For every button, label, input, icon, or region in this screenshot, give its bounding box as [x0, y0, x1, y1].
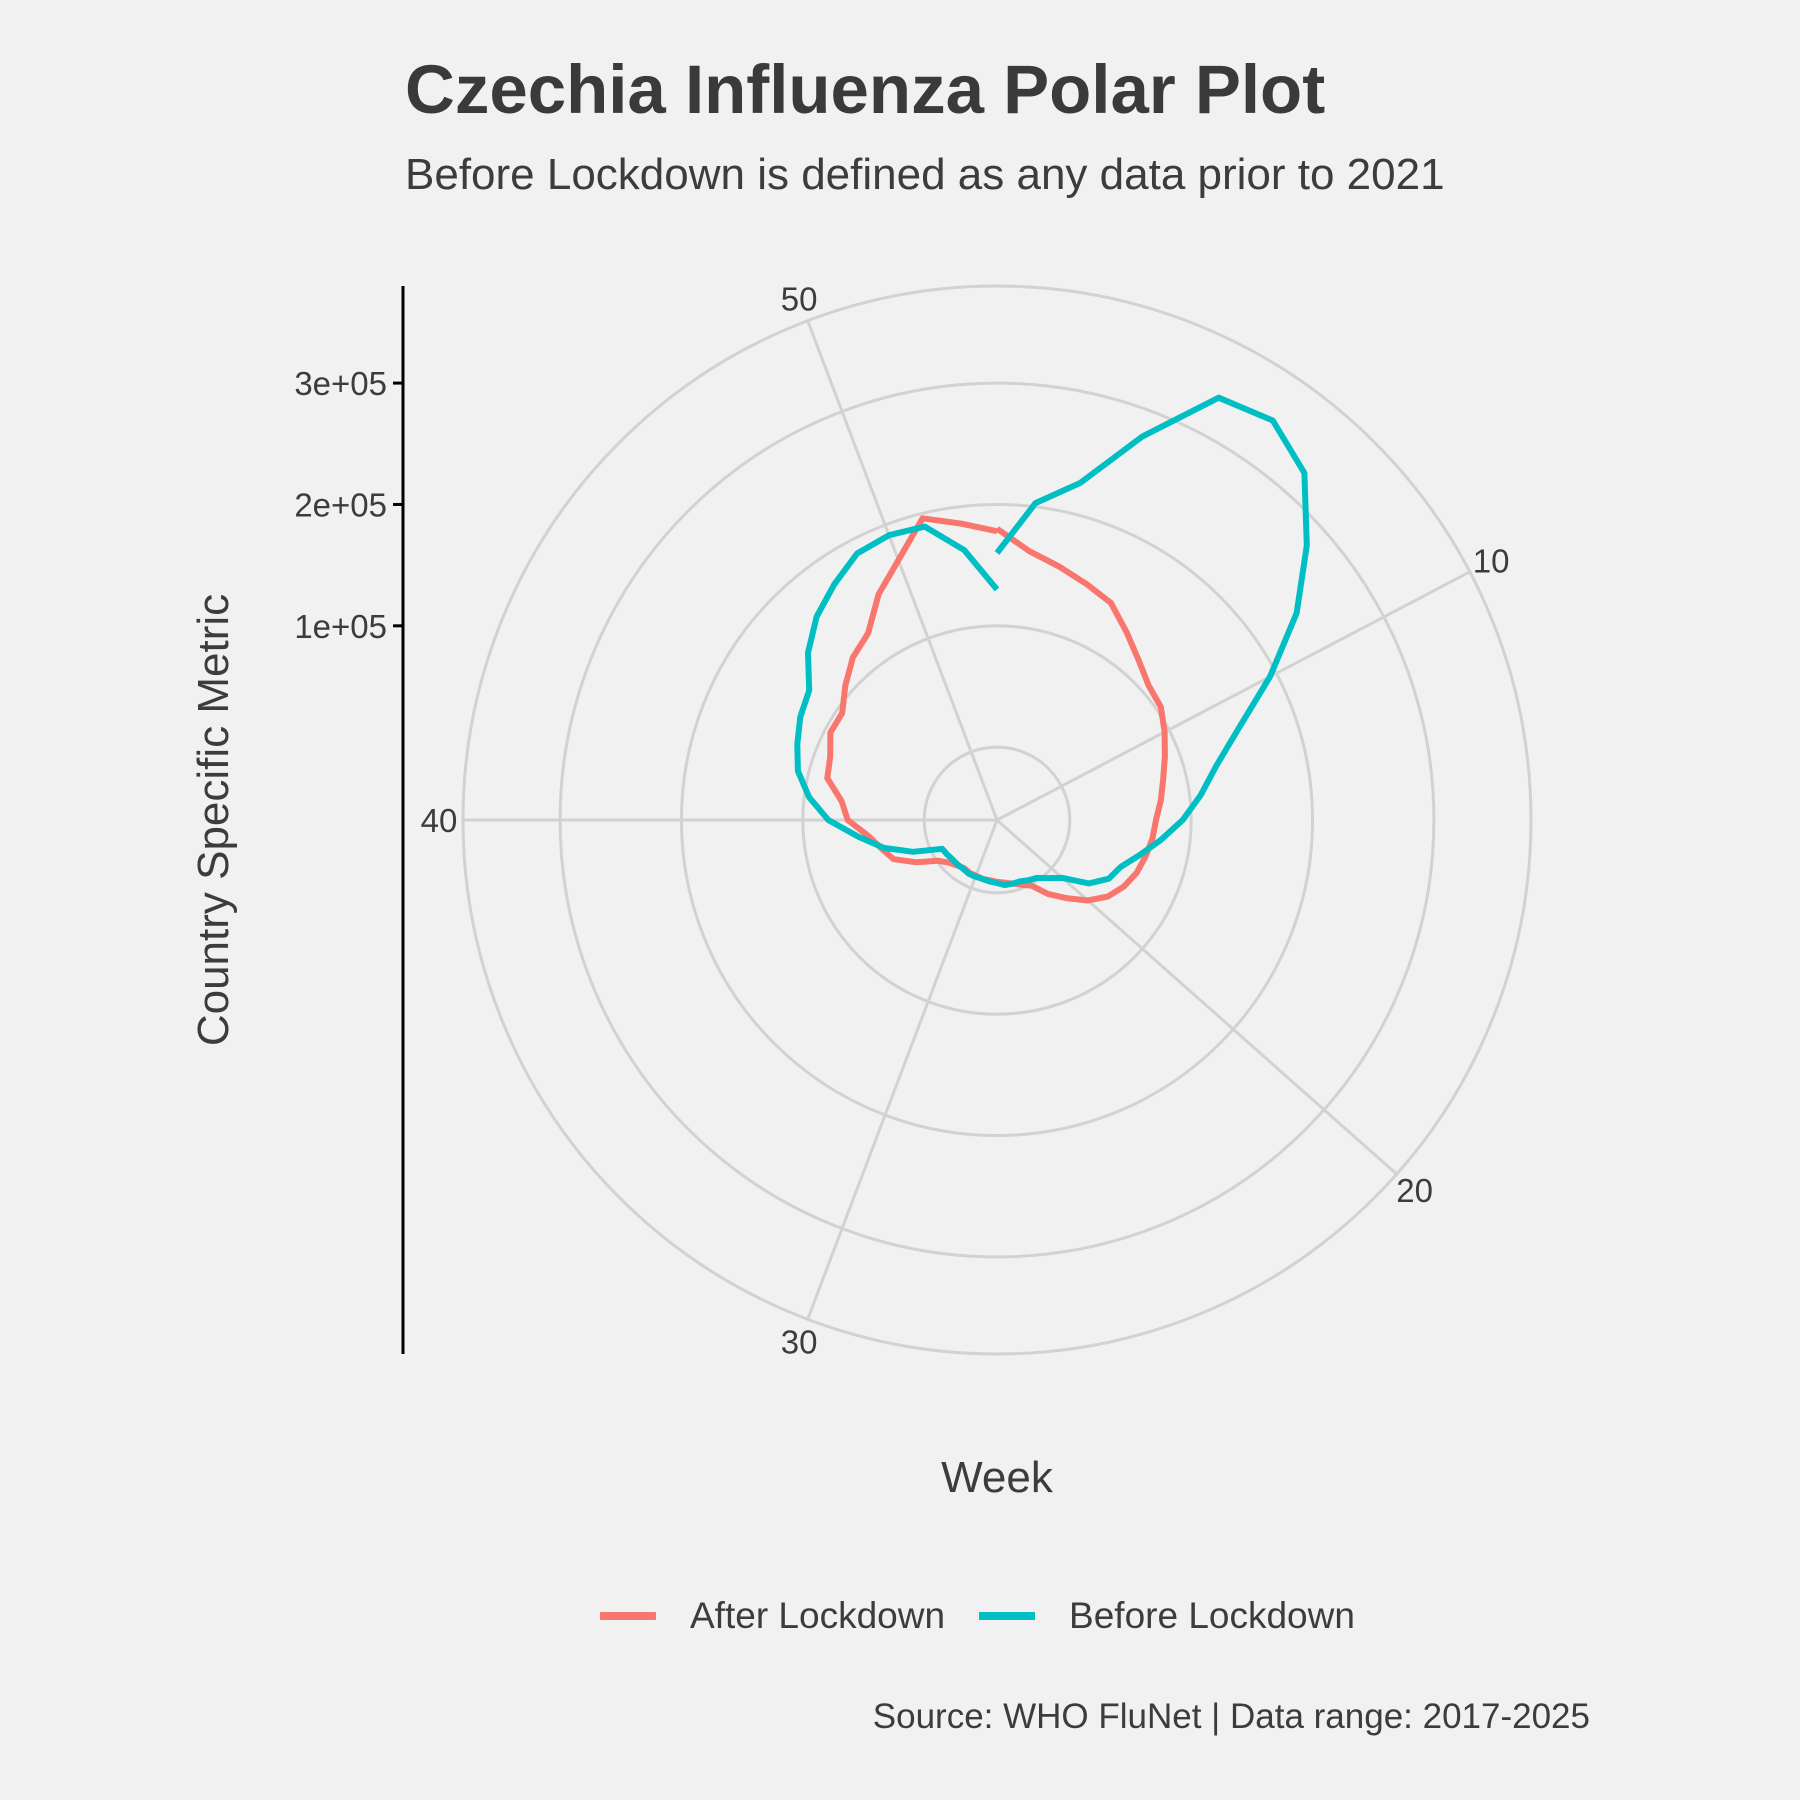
x-tick-label: 50	[781, 280, 818, 317]
chart-caption: Source: WHO FluNet | Data range: 2017-20…	[872, 1697, 1590, 1736]
legend-label-before: Before Lockdown	[1069, 1595, 1355, 1636]
y-tick-label: 2e+05	[294, 486, 387, 523]
grid-spokes	[463, 320, 1471, 1320]
x-tick-label: 20	[1396, 1172, 1433, 1209]
legend-swatch-before	[979, 1612, 1036, 1620]
x-tick-label: 40	[421, 802, 458, 839]
x-tick-label: 10	[1473, 543, 1510, 580]
grid-spoke	[996, 818, 1398, 1176]
chart-title: Czechia Influenza Polar Plot	[405, 51, 1326, 128]
y-tick-label: 1e+05	[294, 608, 387, 645]
x-axis-title: Week	[941, 1453, 1054, 1502]
grid-spoke	[806, 819, 999, 1320]
x-tick-labels: 10 20 30 40 50	[421, 280, 1510, 1360]
series-lines	[794, 394, 1310, 904]
legend: After Lockdown Before Lockdown	[600, 1595, 1355, 1637]
y-tick-label: 3e+05	[294, 365, 387, 402]
series-line-before-lockdown	[794, 394, 1310, 889]
grid-spoke	[806, 320, 999, 821]
legend-label-after: After Lockdown	[690, 1595, 946, 1636]
legend-item-before: Before Lockdown	[979, 1595, 1355, 1637]
y-axis-title: Country Specific Metric	[189, 594, 238, 1046]
legend-item-after: After Lockdown	[600, 1595, 945, 1637]
chart-subtitle: Before Lockdown is defined as any data p…	[405, 150, 1445, 199]
y-axis: 1e+05 2e+05 3e+05	[294, 286, 405, 1354]
grid-spoke	[996, 570, 1471, 822]
legend-swatch-after	[600, 1612, 656, 1620]
x-tick-label: 30	[781, 1324, 818, 1361]
